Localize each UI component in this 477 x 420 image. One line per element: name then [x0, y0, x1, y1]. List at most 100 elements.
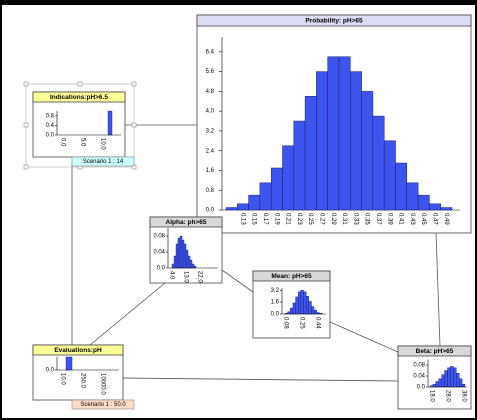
handle — [131, 122, 137, 128]
bar — [300, 290, 304, 315]
x-tick-label: 0.45 — [420, 213, 426, 225]
bar — [225, 207, 238, 211]
y-tick-label: 0.8 — [46, 113, 55, 119]
bar — [177, 237, 181, 269]
bar — [185, 249, 189, 269]
x-tick-label: 0.21 — [285, 213, 291, 225]
handle — [23, 164, 29, 170]
x-tick-label: 13.0 — [182, 271, 188, 283]
bar — [456, 373, 460, 388]
bar — [383, 140, 396, 211]
bar — [173, 255, 177, 269]
link — [122, 377, 399, 382]
x-tick-label: 0.41 — [398, 213, 404, 225]
x-tick-label: 0.17 — [262, 213, 268, 225]
y-tick-label: 0.08 — [413, 363, 425, 369]
x-tick-label: 0.13 — [239, 213, 245, 225]
bar — [107, 110, 113, 136]
bar — [361, 91, 374, 211]
bar — [438, 378, 442, 388]
x-tick-label: 0.19 — [273, 213, 279, 225]
bar — [311, 306, 315, 315]
handle — [77, 81, 83, 87]
bar — [295, 296, 299, 315]
x-tick-label: 22.0 — [196, 271, 202, 283]
x-tick-label: 10.0 — [99, 138, 105, 150]
bar — [435, 381, 439, 388]
bar — [316, 71, 328, 211]
bar — [292, 302, 296, 315]
bar — [191, 263, 195, 269]
node-title-bar — [397, 345, 472, 357]
x-tick-label: 0.27 — [318, 213, 324, 225]
y-tick-label: 5.6 — [206, 69, 215, 75]
bar — [248, 194, 261, 211]
bar — [237, 203, 249, 211]
top-bar — [0, 0, 477, 5]
bar — [461, 384, 466, 388]
x-tick-label: 0.35 — [364, 213, 370, 225]
bar — [171, 263, 175, 269]
x-tick-label: 0.08 — [282, 317, 288, 329]
y-tick-label: 0.0 — [157, 266, 166, 272]
bar — [175, 243, 179, 269]
node-title-bar — [32, 344, 124, 356]
x-tick-label: 250.0 — [79, 373, 85, 389]
scenario-box — [71, 399, 135, 410]
bar — [406, 182, 419, 211]
scenario-box — [71, 156, 135, 167]
node-title-bar — [196, 14, 472, 27]
bar — [303, 291, 307, 315]
y-tick-label: 0.0 — [271, 312, 280, 318]
y-tick-label: 4.0 — [206, 109, 215, 115]
y-tick-label: 2.4 — [206, 148, 215, 154]
node-box — [252, 270, 331, 339]
node-title-bar — [149, 216, 223, 228]
selection — [23, 81, 137, 170]
bar — [447, 367, 451, 388]
y-tick-label: 3.2 — [271, 288, 280, 294]
y-tick-label: 6.4 — [206, 49, 215, 55]
x-tick-label: 0.37 — [375, 213, 381, 225]
x-tick-label: 0.33 — [352, 213, 358, 225]
x-tick-label: 4.0 — [168, 271, 174, 280]
bar — [429, 203, 441, 211]
bar — [395, 162, 408, 211]
bar — [181, 239, 185, 269]
x-tick-label: 0.43 — [409, 213, 415, 225]
x-tick-label: 0.25 — [307, 213, 313, 225]
x-tick-label: 38.0 — [460, 390, 466, 402]
bar — [308, 301, 312, 315]
node-title: Indications:pH>6.5 — [50, 94, 108, 101]
link — [435, 232, 441, 347]
bar — [270, 167, 283, 211]
x-tick-label: 28.0 — [444, 390, 450, 402]
x-tick-label: 0.23 — [296, 213, 302, 225]
scenario-label: Scenario 1 : 50.0 — [80, 402, 126, 408]
handle — [23, 81, 29, 87]
x-tick-label: 0.15 — [251, 213, 257, 225]
bar — [304, 96, 317, 211]
x-tick-label: 0.0 — [59, 138, 65, 147]
node-title: Beta: pH>65 — [416, 348, 454, 355]
bar — [458, 378, 463, 388]
bar — [305, 295, 309, 315]
bar — [298, 291, 302, 315]
bar — [183, 243, 187, 269]
bar — [432, 384, 437, 388]
bar — [372, 115, 385, 211]
handle — [131, 81, 137, 87]
link — [221, 269, 254, 293]
bar — [187, 255, 191, 269]
x-tick-label: 10.0 — [59, 373, 65, 385]
x-tick-label: 0.29 — [330, 213, 336, 225]
link — [89, 282, 166, 346]
y-tick-label: 0.4 — [46, 123, 55, 129]
bar — [287, 311, 291, 315]
node-title-bar — [252, 270, 331, 282]
bar — [453, 367, 457, 388]
y-tick-label: 0.0 — [46, 133, 55, 139]
bar — [450, 366, 454, 388]
bar — [313, 310, 317, 315]
